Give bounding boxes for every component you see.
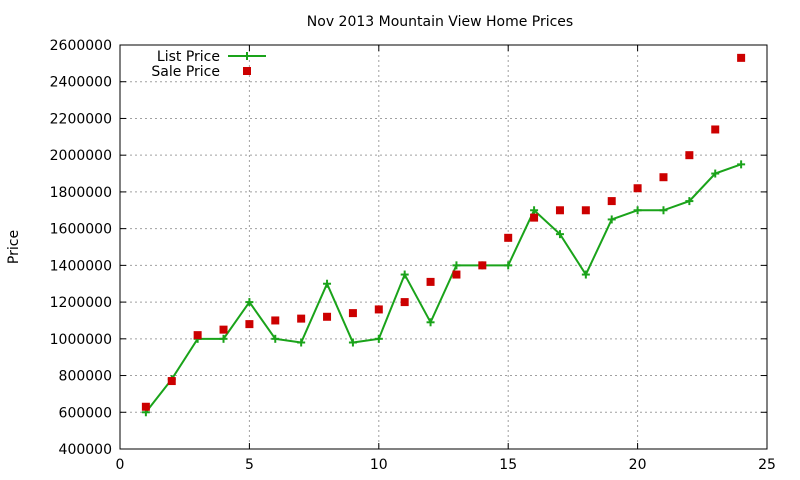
list-price-point: [555, 230, 564, 239]
sale-price-point: [659, 173, 668, 182]
list-price-point: [245, 298, 254, 307]
sale-price-point: [374, 305, 383, 314]
x-tick-label: 10: [370, 457, 388, 473]
list-price-point: [685, 197, 694, 206]
list-price-line: [145, 163, 742, 413]
y-tick-label: 1800000: [50, 185, 112, 201]
x-tick-label: 0: [116, 457, 125, 473]
legend-item-list-price: List Price: [157, 49, 266, 65]
list-price-point: [581, 270, 590, 279]
list-price-point: [219, 334, 228, 343]
sale-price-point: [193, 331, 202, 340]
sale-price-point: [737, 53, 746, 62]
series-sale-price: [141, 53, 746, 411]
x-tick-label: 20: [629, 457, 647, 473]
y-tick-label: 2600000: [50, 38, 112, 54]
y-tick-label: 1600000: [50, 222, 112, 238]
sale-price-point: [478, 261, 487, 270]
chart-title: Nov 2013 Mountain View Home Prices: [307, 14, 573, 30]
y-tick-label: 1000000: [50, 332, 112, 348]
y-tick-label: 600000: [59, 405, 112, 421]
list-price-point: [607, 215, 616, 224]
legend-label: Sale Price: [151, 64, 220, 80]
sale-price-point: [555, 206, 564, 215]
list-price-point: [297, 338, 306, 347]
sale-price-point: [400, 298, 409, 307]
list-price-point: [374, 334, 383, 343]
axes-layer: [119, 44, 768, 450]
plot-frame: [119, 44, 768, 450]
legend-label: List Price: [157, 49, 220, 65]
y-tick-label: 400000: [59, 442, 112, 458]
sale-price-point: [504, 233, 513, 242]
sale-price-point: [452, 270, 461, 279]
y-tick-label: 2000000: [50, 148, 112, 164]
sale-price-point: [581, 206, 590, 215]
y-tick-label: 1200000: [50, 295, 112, 311]
list-price-point: [323, 279, 332, 288]
sale-price-point: [711, 125, 720, 134]
sale-price-point: [141, 402, 150, 411]
grid-layer: [120, 45, 767, 449]
list-price-point: [530, 206, 539, 215]
list-price-point: [659, 206, 668, 215]
list-price-point: [271, 334, 280, 343]
list-price-point: [504, 261, 513, 270]
sale-price-point: [297, 314, 306, 323]
sale-price-point: [271, 316, 280, 325]
x-tick-label: 5: [245, 457, 254, 473]
sale-price-point: [685, 151, 694, 160]
sale-price-point: [219, 325, 228, 334]
list-price-point: [426, 318, 435, 327]
list-price-point: [633, 206, 642, 215]
legend-marker-plus: [243, 52, 251, 60]
y-tick-label: 1400000: [50, 258, 112, 274]
sale-price-point: [323, 312, 332, 321]
sale-price-point: [167, 377, 176, 386]
sale-price-point: [530, 213, 539, 222]
y-tick-label: 2400000: [50, 75, 112, 91]
series-list-price: [141, 160, 746, 417]
sale-price-point: [348, 309, 357, 318]
legend-marker-square: [243, 67, 251, 75]
sale-price-point: [607, 197, 616, 206]
x-tick-label: 25: [758, 457, 776, 473]
sale-price-point: [426, 277, 435, 286]
list-price-point: [400, 270, 409, 279]
y-axis-label: Price: [6, 230, 22, 264]
ticks-layer: 0 5 10 15 20 25 400000 600000 800000 1000000 12000…: [50, 38, 776, 473]
list-price-point: [711, 169, 720, 178]
legend-item-sale-price: Sale Price: [151, 64, 251, 80]
series-layer: [141, 53, 746, 417]
y-tick-label: 800000: [59, 369, 112, 385]
list-price-point: [452, 261, 461, 270]
list-price-point: [737, 160, 746, 169]
sale-price-point: [245, 320, 254, 329]
list-price-point: [348, 338, 357, 347]
x-tick-label: 15: [499, 457, 517, 473]
sale-price-point: [633, 184, 642, 193]
y-tick-label: 2200000: [50, 111, 112, 127]
